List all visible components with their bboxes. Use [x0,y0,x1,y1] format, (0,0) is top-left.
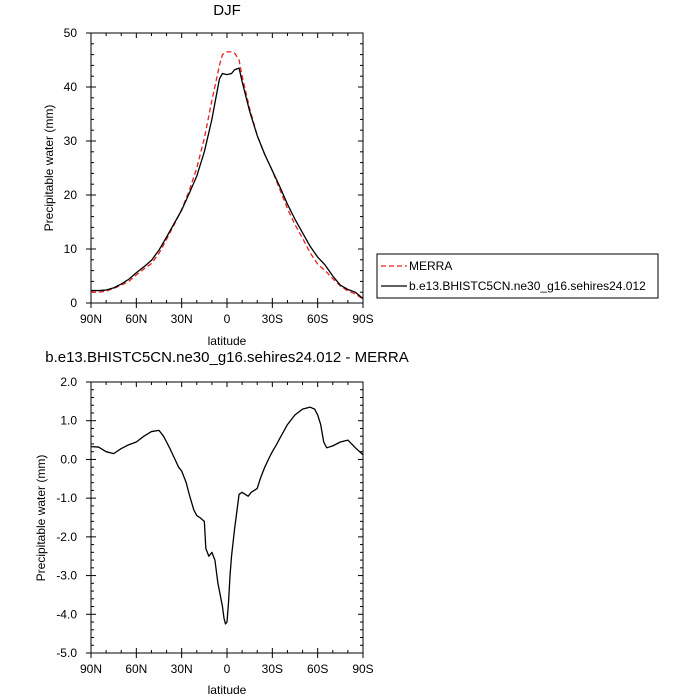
top-y-tick-label: 30 [64,134,78,148]
bottom-series-line-model [90,406,364,625]
top-chart-title: DJF [213,2,241,19]
top-x-tick-label: 90N [80,312,102,326]
bottom-y-tick-label: 1.0 [60,414,77,428]
top-x-tick-label: 60N [125,312,147,326]
top-x-axis-label: latitude [208,334,247,348]
bottom-x-tick-label: 30N [171,662,193,676]
bottom-y-tick-label: 2.0 [60,375,77,389]
bottom-x-tick-label: 90N [80,662,102,676]
top-y-tick-label: 10 [64,242,78,256]
bottom-x-tick-label: 0 [224,662,231,676]
top-y-tick-label: 40 [64,80,78,94]
top-x-tick-label: 30S [262,312,283,326]
top-y-tick-label: 0 [70,296,77,310]
bottom-x-axis-label: latitude [208,683,247,697]
legend-label-merra: MERRA [409,259,452,273]
top-y-axis: 0 10 20 30 40 50 [64,26,363,310]
top-x-tick-label: 90S [352,312,373,326]
bottom-y-tick-label: -4.0 [56,607,77,621]
bottom-y-tick-label: -3.0 [56,569,77,583]
top-series-line-merra [91,51,364,300]
top-series-line-model [91,67,364,300]
top-x-tick-label: 30N [171,312,193,326]
top-y-tick-label: 20 [64,188,78,202]
bottom-y-tick-label: -5.0 [56,646,77,660]
top-series-group [91,51,364,300]
legend-box [376,253,659,299]
legend: MERRA b.e13.BHISTC5CN.ne30_g16.sehires24… [376,253,659,299]
bottom-y-axis-label: Precipitable water (mm) [34,455,48,582]
bottom-plot-frame [90,381,364,654]
bottom-y-tick-label: -1.0 [56,491,77,505]
bottom-y-tick-label: 0.0 [60,452,77,466]
bottom-x-tick-label: 30S [262,662,283,676]
top-x-axis: 90N 60N 30N 0 30S 60S 90S [80,33,374,326]
legend-label-model: b.e13.BHISTC5CN.ne30_g16.sehires24.012 [409,279,646,293]
top-chart: DJF 90N 60N 30N 0 30S 60S 90S 0 10 20 30 40 50 lati… [42,2,374,348]
bottom-x-tick-label: 60S [307,662,328,676]
bottom-x-tick-label: 60N [125,662,147,676]
top-y-axis-label: Precipitable water (mm) [42,105,56,232]
bottom-y-axis: -5.0 -4.0 -3.0 -2.0 -1.0 0.0 1.0 2.0 [56,375,363,660]
bottom-chart-title: b.e13.BHISTC5CN.ne30_g16.sehires24.012 -… [45,349,409,366]
top-x-tick-label: 0 [224,312,231,326]
top-y-tick-label: 50 [64,26,78,40]
top-x-tick-label: 60S [307,312,328,326]
bottom-y-tick-label: -2.0 [56,530,77,544]
bottom-x-tick-label: 90S [352,662,373,676]
bottom-series-group [90,406,364,625]
bottom-chart: b.e13.BHISTC5CN.ne30_g16.sehires24.012 -… [34,349,409,697]
bottom-x-axis: 90N 60N 30N 0 30S 60S 90S [80,382,374,676]
